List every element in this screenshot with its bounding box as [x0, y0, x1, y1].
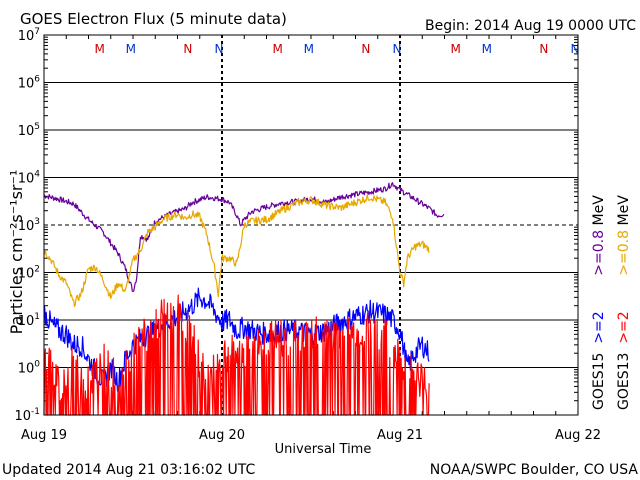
- plot-frame: [43, 34, 579, 416]
- y-tick-label: 102: [18, 265, 40, 282]
- y-tick-label: 105: [18, 122, 40, 139]
- legend: GOES15 >=2 >=0.8 MeV GOES13 >=2 >=0.8 MeV: [591, 195, 632, 410]
- marker-m: M: [304, 42, 314, 56]
- series-line-goes13-2mev: [43, 294, 430, 416]
- begin-date: Begin: 2014 Aug 19 0000 UTC: [425, 18, 636, 34]
- marker-m: M: [450, 42, 460, 56]
- y-tick-label: 100: [18, 360, 41, 377]
- credit-text: NOAA/SWPC Boulder, CO USA: [430, 462, 639, 478]
- marker-n: N: [393, 42, 402, 56]
- y-tick-label: 103: [18, 217, 40, 234]
- chart-title: GOES Electron Flux (5 minute data): [20, 10, 287, 28]
- marker-n: N: [183, 42, 192, 56]
- legend-entry-goes13: GOES13 >=2 >=0.8 MeV: [616, 195, 632, 410]
- marker-m: M: [126, 42, 136, 56]
- marker-m: M: [94, 42, 104, 56]
- legend-entry-goes15: GOES15 >=2 >=0.8 MeV: [591, 195, 607, 410]
- y-axis-label: Particles cm⁻²s⁻¹sr⁻¹: [7, 170, 26, 335]
- y-tick-label: 107: [18, 27, 40, 44]
- series-line-goes15-08mev: [43, 182, 445, 292]
- marker-n: N: [361, 42, 370, 56]
- x-tick-label: Aug 20: [199, 428, 245, 443]
- marker-n: N: [539, 42, 548, 56]
- x-axis-label: Universal Time: [275, 442, 372, 457]
- marker-n: N: [571, 42, 580, 56]
- marker-m: M: [482, 42, 492, 56]
- updated-timestamp: Updated 2014 Aug 21 03:16:02 UTC: [2, 462, 255, 478]
- y-tick-label: 104: [18, 170, 41, 187]
- y-tick-label: 106: [18, 75, 41, 92]
- x-tick-label: Aug 22: [555, 428, 601, 443]
- y-tick-label: 10-1: [14, 407, 40, 424]
- y-tick-labels: 107 106 105 104 103 102 101 100 10-1: [14, 27, 40, 424]
- series-line-goes13-08mev: [43, 193, 430, 308]
- x-tick-label: Aug 21: [377, 428, 423, 443]
- marker-m: M: [272, 42, 282, 56]
- y-tick-label: 101: [18, 312, 40, 329]
- x-tick-labels: Aug 19 Aug 20 Aug 21 Aug 22: [21, 428, 601, 443]
- marker-n: N: [215, 42, 224, 56]
- data-series: [43, 182, 445, 416]
- x-tick-label: Aug 19: [21, 428, 67, 443]
